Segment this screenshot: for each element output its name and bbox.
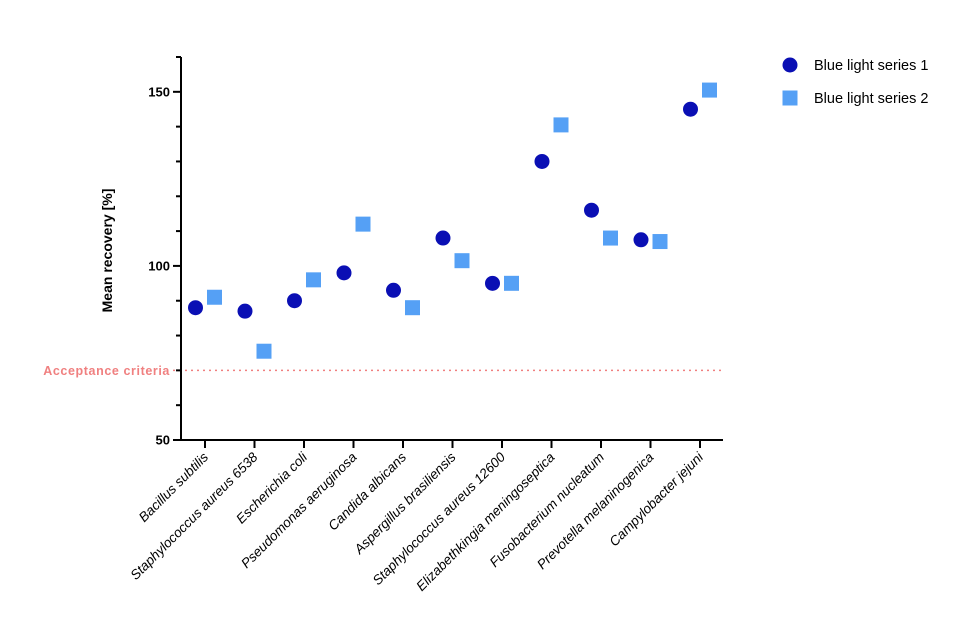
y-tick-label: 100 xyxy=(148,258,170,273)
series-1-point xyxy=(534,153,550,169)
series-1-point xyxy=(287,293,302,309)
axes xyxy=(180,57,723,441)
series-2-point xyxy=(652,234,668,250)
legend-marker-series-1 xyxy=(782,57,798,73)
legend-marker-series-2 xyxy=(782,90,798,106)
y-ticks: 50 100 150 xyxy=(148,56,181,448)
series-1-point xyxy=(188,300,203,316)
series-2-point xyxy=(454,253,470,269)
series-1-point xyxy=(336,265,352,281)
series-1-point xyxy=(683,101,698,117)
x-category-label: Campylobacter jejuni xyxy=(606,449,706,549)
series-1-point xyxy=(584,202,599,218)
legend-label: Blue light series 1 xyxy=(814,58,928,74)
series-1-point xyxy=(435,230,451,246)
legend: Blue light series 1 Blue light series 2 xyxy=(782,57,928,107)
series-2-point xyxy=(355,216,371,232)
series-2-point xyxy=(504,275,519,291)
y-tick-label: 50 xyxy=(156,433,170,448)
series-2-point xyxy=(256,343,272,359)
legend-label: Blue light series 2 xyxy=(814,91,928,107)
series-1-point xyxy=(237,303,253,319)
acceptance-criteria-label: Acceptance criteria xyxy=(43,364,170,378)
data-points xyxy=(188,82,717,359)
series-2-point xyxy=(405,300,420,316)
series-2-point xyxy=(553,117,569,133)
series-1-point xyxy=(386,282,401,298)
series-1-point xyxy=(633,232,649,248)
y-axis-title: Mean recovery [%] xyxy=(99,189,115,313)
series-2-point xyxy=(603,230,618,246)
series-2-point xyxy=(306,272,321,288)
series-1-point xyxy=(485,275,500,291)
series-2-point xyxy=(702,82,717,98)
series-2-point xyxy=(207,289,222,305)
y-tick-label: 150 xyxy=(148,84,170,99)
acceptance-criteria: Acceptance criteria xyxy=(43,364,723,378)
